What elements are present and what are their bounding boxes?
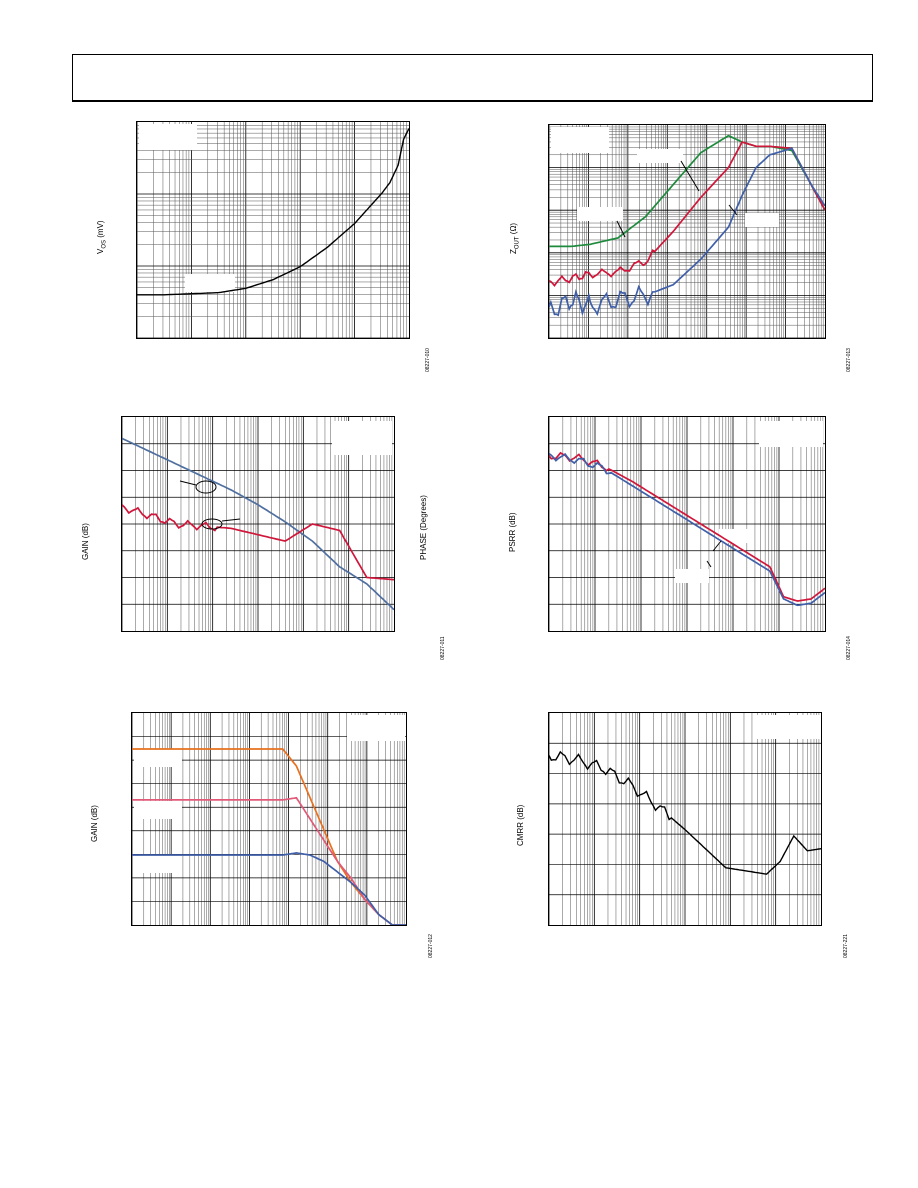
- legend-box: [551, 127, 609, 153]
- gain-phase-chart: [121, 416, 395, 632]
- psrr-chart: [548, 416, 826, 632]
- legend-box: [134, 855, 182, 873]
- vos-y-axis-label: VOS (mV): [96, 220, 108, 254]
- vos-chart: [136, 121, 410, 339]
- p2-svg: [549, 125, 825, 338]
- gain-y-axis-label: GAIN (dB): [90, 805, 99, 842]
- legend-box: [185, 274, 235, 292]
- gain-figure-id: 08227-012: [428, 934, 434, 958]
- arrow-line: [728, 204, 738, 216]
- arrow-line: [706, 560, 712, 568]
- p1-svg: [137, 122, 409, 338]
- legend-box: [637, 149, 683, 163]
- series-line-3: [132, 852, 406, 925]
- series-line-1: [122, 437, 394, 611]
- series-line-2: [122, 504, 394, 581]
- series-line-3: [549, 147, 825, 317]
- p5-svg: [132, 713, 406, 925]
- legend-box: [745, 213, 779, 227]
- series-line-2: [549, 452, 825, 607]
- gain-phase-y-axis-label: GAIN (dB): [81, 523, 90, 560]
- arrow-line: [616, 220, 626, 238]
- legend-box: [755, 715, 821, 739]
- legend-box: [347, 715, 405, 741]
- legend-box: [332, 421, 392, 455]
- series-line-1: [549, 451, 825, 602]
- series-line-2: [549, 140, 825, 288]
- series-marker-ellipse: [201, 518, 223, 530]
- series-line-1: [549, 750, 821, 875]
- cmrr-figure-id: 08227-221: [843, 934, 849, 958]
- phase-y-axis-label: PHASE (Degrees): [419, 495, 428, 560]
- page-header-box: [72, 54, 873, 102]
- arrow-line: [179, 480, 197, 486]
- legend-box: [134, 801, 182, 819]
- zout-chart: [548, 124, 826, 339]
- series-line-1: [137, 128, 409, 296]
- gain-phase-figure-id: 08227-011: [440, 636, 446, 660]
- zout-y-axis-label: ZOUT (Ω): [509, 222, 521, 254]
- legend-box: [719, 529, 749, 543]
- psrr-figure-id: 08227-014: [846, 636, 852, 660]
- cmrr-chart: [548, 712, 822, 926]
- gain-chart: [131, 712, 407, 926]
- series-marker-ellipse: [195, 480, 217, 494]
- vos-figure-id: 08227-010: [425, 348, 431, 372]
- legend-box: [139, 124, 197, 150]
- p3-svg: [122, 417, 394, 631]
- arrow-line: [712, 540, 722, 552]
- legend-box: [134, 749, 182, 767]
- legend-box: [675, 569, 709, 583]
- legend-box: [759, 421, 823, 447]
- p4-svg: [549, 417, 825, 631]
- arrow-line: [680, 160, 700, 192]
- arrow-line: [221, 518, 241, 522]
- cmrr-y-axis-label: CMRR (dB): [516, 804, 525, 846]
- legend-box: [577, 207, 623, 221]
- zout-figure-id: 08227-013: [846, 348, 852, 372]
- psrr-y-axis-label: PSRR (dB): [508, 512, 517, 552]
- p6-svg: [549, 713, 821, 925]
